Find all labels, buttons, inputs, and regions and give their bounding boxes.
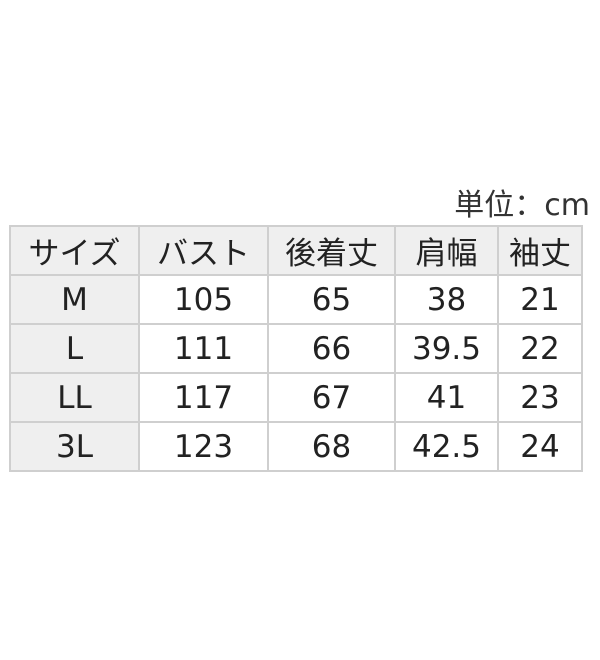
unit-label: 単位：cm (454, 188, 590, 223)
column-header: 袖丈 (497, 225, 583, 276)
measurement-cell: 38 (394, 274, 499, 325)
column-header: バスト (138, 225, 269, 276)
measurement-cell: 24 (497, 421, 583, 472)
measurement-cell: 111 (138, 323, 269, 374)
table-row: M 105 65 38 21 (9, 274, 583, 325)
measurement-cell: 23 (497, 372, 583, 423)
table-row: 3L 123 68 42.5 24 (9, 421, 583, 472)
column-header: サイズ (9, 225, 140, 276)
measurement-cell: 39.5 (394, 323, 499, 374)
measurement-cell: 66 (267, 323, 396, 374)
measurement-cell: 22 (497, 323, 583, 374)
measurement-cell: 42.5 (394, 421, 499, 472)
measurement-cell: 105 (138, 274, 269, 325)
measurement-cell: 21 (497, 274, 583, 325)
measurement-cell: 68 (267, 421, 396, 472)
table-header-row: サイズ バスト 後着丈 肩幅 袖丈 (9, 225, 583, 276)
measurement-cell: 117 (138, 372, 269, 423)
measurement-cell: 67 (267, 372, 396, 423)
column-header: 肩幅 (394, 225, 499, 276)
size-cell: LL (9, 372, 140, 423)
table-row: LL 117 67 41 23 (9, 372, 583, 423)
size-table: サイズ バスト 後着丈 肩幅 袖丈 M 105 65 38 21 L 111 66 39.5 22 LL 117… (9, 225, 583, 472)
size-cell: M (9, 274, 140, 325)
column-header: 後着丈 (267, 225, 396, 276)
size-cell: L (9, 323, 140, 374)
measurement-cell: 65 (267, 274, 396, 325)
measurement-cell: 123 (138, 421, 269, 472)
table-row: L 111 66 39.5 22 (9, 323, 583, 374)
measurement-cell: 41 (394, 372, 499, 423)
size-cell: 3L (9, 421, 140, 472)
